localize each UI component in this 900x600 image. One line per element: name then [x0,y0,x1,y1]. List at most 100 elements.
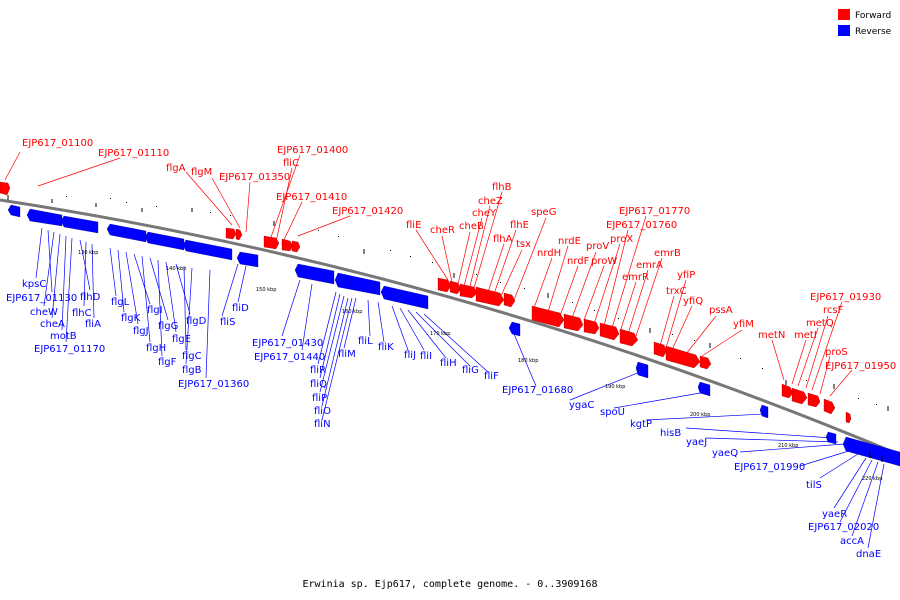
gene-label: EJP617_01930 [810,292,881,303]
kbp-tick-label: 160 kbp [342,309,362,315]
gene-label: accA [840,536,864,547]
gene-label: fliO [314,406,331,417]
kbp-tick-label: 150 kbp [256,287,276,293]
gene-label: EJP617_01990 [734,462,805,473]
gene-label: fliI [420,351,432,362]
gene-label: fliP [312,393,327,404]
kbp-tick-label: 190 kbp [605,384,625,390]
kbp-tick-label: 210 kbp [778,443,798,449]
gene-label: EJP617_01400 [277,145,348,156]
gene-label: EJP617_01760 [606,220,677,231]
gene-label: tsx [516,239,531,250]
gene-label: fliG [462,365,479,376]
gene-label: flgH [146,343,166,354]
gene-label: hisB [660,428,681,439]
gene-label: flgF [158,357,177,368]
gene-label: speG [531,207,556,218]
kbp-minor-ticks [66,196,877,405]
gene-label: flhE [510,220,529,231]
gene-label: kgtP [630,419,652,430]
gene-label: metQ [806,318,834,329]
gene-label: fliH [440,358,457,369]
gene-label: EJP617_01130 [6,293,77,304]
gene-label: cheZ [478,196,503,207]
gene-label: yfiP [677,270,695,281]
gene-label: trxC [666,286,687,297]
gene-label: yfiM [733,319,754,330]
gene-label: EJP617_01950 [825,361,896,372]
gene-label: EJP617_02020 [808,522,879,533]
kbp-tick-label: 170 kbp [430,331,450,337]
reverse-leader-lines [35,227,885,549]
gene-label: proS [825,347,848,358]
gene-label: flhD [80,292,101,303]
gene-label: kpsC [22,279,46,290]
gene-label: EJP617_01350 [219,172,290,183]
gene-label: proX [610,234,633,245]
gene-label: dnaE [856,549,881,560]
kbp-tick-marks [7,195,889,462]
kbp-tick-labels: 130 kbp 140 kbp 150 kbp 160 kbp 170 kbp … [78,250,882,482]
gene-label: fliL [358,336,373,347]
kbp-tick-label: 220 kbp [862,476,882,482]
gene-label: fliF [484,371,499,382]
gene-label: emrA [636,260,663,271]
gene-label: flgK [121,313,141,324]
gene-label: flgL [111,297,130,308]
gene-label: cheR [430,225,455,236]
gene-label: EJP617_01110 [98,148,169,159]
gene-label: EJP617_01440 [254,352,325,363]
gene-label: fliM [338,349,356,360]
gene-label: fliK [378,342,394,353]
gene-label: nrdF [567,256,590,267]
gene-label: flgE [172,334,191,345]
gene-label: flhC [72,308,92,319]
gene-label: nrdH [537,248,561,259]
gene-label: cheA [40,319,65,330]
legend-reverse-label: Reverse [855,27,892,37]
gene-label: emrB [654,248,681,259]
reverse-gene-arrows [7,204,900,467]
gene-label: rcsF [823,305,844,316]
gene-label: emrR [622,272,649,283]
gene-label: fliQ [310,379,327,390]
gene-label: flgB [182,365,202,376]
gene-label: EJP617_01770 [619,206,690,217]
gene-label: proV [586,241,609,252]
gene-label: ygaC [569,400,594,411]
gene-label: cheW [30,307,58,318]
forward-gene-labels: EJP617_01100 EJP617_01110 flgA flgM EJP6… [22,138,896,372]
kbp-tick-label: 200 kbp [690,412,710,418]
legend-forward-label: Forward [855,11,891,21]
gene-label: yaeQ [712,448,738,459]
gene-label: yaeJ [686,437,707,448]
gene-label: metN [758,330,785,341]
genome-caption: Erwinia sp. Ejp617, complete genome. - 0… [302,579,597,590]
gene-label: fliN [314,419,331,430]
gene-label: cheY [472,208,497,219]
gene-label: fliE [406,220,421,231]
gene-label: pssA [709,305,733,316]
gene-label: EJP617_01420 [332,206,403,217]
gene-label: spoU [600,407,625,418]
gene-label: yaeR [822,509,847,520]
gene-label: flhA [493,234,513,245]
gene-label: fliC [283,158,299,169]
gene-label: flhB [492,182,512,193]
gene-label: EJP617_01430 [252,338,323,349]
kbp-tick-label: 140 kbp [166,266,186,272]
gene-label: nrdE [558,236,581,247]
gene-label: yfiQ [683,296,703,307]
gene-label: flgM [191,167,212,178]
gene-label: flgJ [133,326,149,337]
gene-label: flgG [158,321,178,332]
forward-leader-lines [4,151,853,397]
gene-label: flgA [166,163,186,174]
gene-label: EJP617_01410 [276,192,347,203]
forward-gene-arrows [0,181,852,424]
gene-label: EJP617_01170 [34,344,105,355]
gene-label: motB [50,331,77,342]
gene-label: EJP617_01680 [502,385,573,396]
legend-forward-swatch [838,9,850,20]
